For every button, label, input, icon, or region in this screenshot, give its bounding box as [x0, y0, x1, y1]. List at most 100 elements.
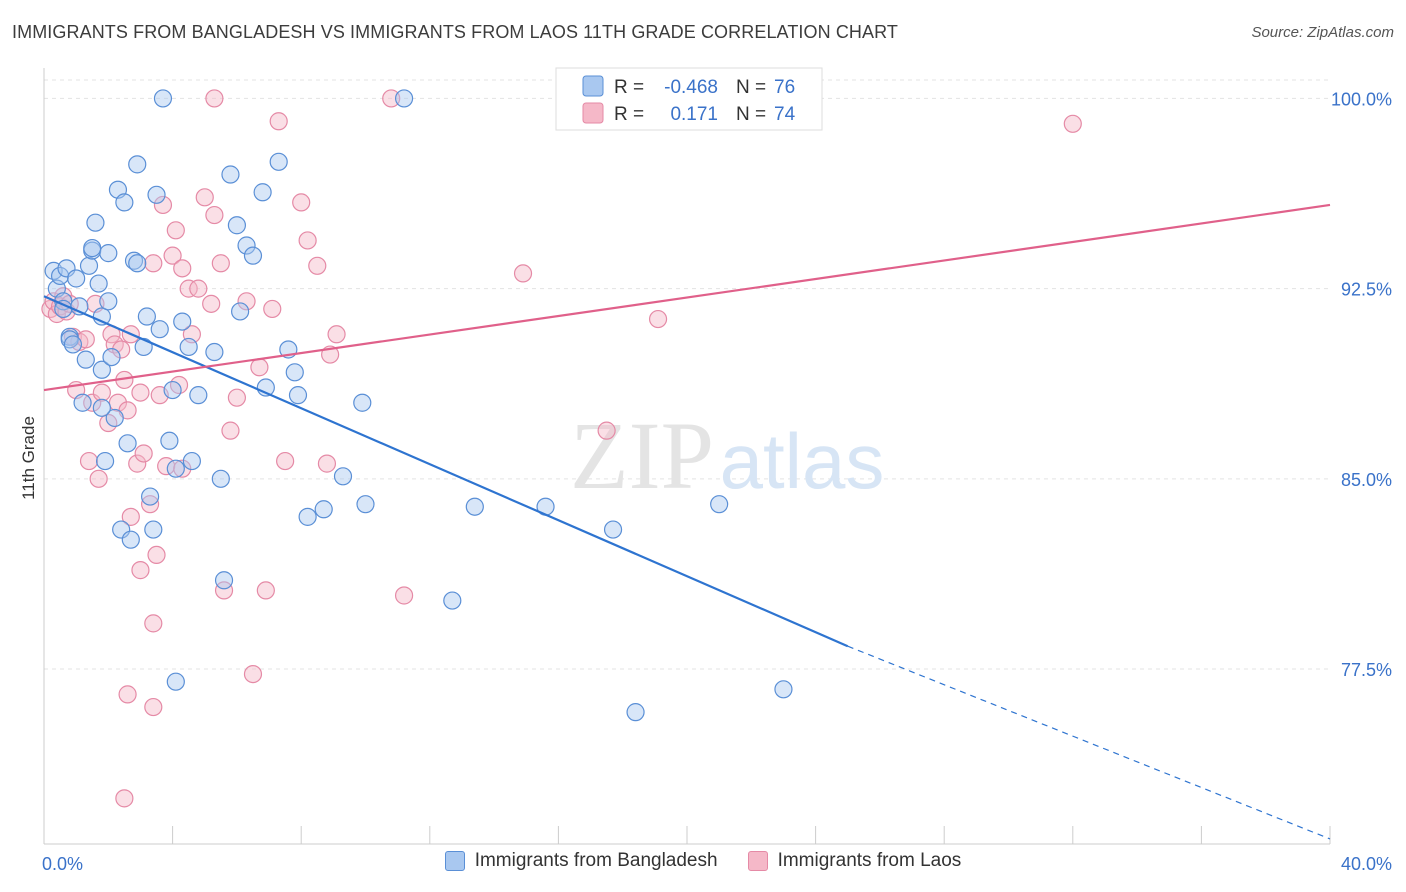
bangladesh-point-45: [182, 451, 201, 471]
bangladesh-point-71: [626, 703, 645, 722]
bangladesh-point-44: [179, 337, 198, 357]
laos-point-29: [147, 545, 166, 565]
laos-point-45: [221, 421, 240, 440]
y-tick-label-2: 92.5%: [1341, 280, 1392, 300]
laos-point-61: [394, 586, 414, 605]
bangladesh-point-54: [243, 246, 263, 265]
laos-point-27: [140, 495, 160, 514]
laos-point-11: [79, 451, 99, 471]
series-legend: Immigrants from Bangladesh Immigrants fr…: [0, 850, 1406, 872]
bangladesh-point-40: [160, 431, 179, 450]
legend-r-label-2: R =: [614, 104, 644, 125]
bangladesh-point-29: [121, 530, 140, 549]
bangladesh-point-32: [128, 254, 147, 273]
legend-n-label-1: N =: [736, 77, 766, 98]
laos-point-71: [121, 507, 140, 526]
bangladesh-point-13: [79, 256, 99, 275]
legend-r-value-2: 0.171: [670, 104, 718, 125]
bangladesh-point-9: [67, 269, 86, 288]
laos-point-49: [250, 358, 269, 377]
laos-point-66: [205, 89, 224, 108]
series-laos-points: [41, 89, 1082, 808]
bangladesh-point-24: [105, 408, 124, 428]
bangladesh-point-62: [314, 500, 333, 519]
laos-point-34: [166, 221, 185, 240]
legend-r-label-1: R =: [614, 77, 644, 98]
bangladesh-point-53: [237, 236, 256, 255]
laos-point-15: [92, 383, 111, 402]
bangladesh-point-19: [92, 360, 111, 379]
bangladesh-point-63: [333, 467, 353, 486]
bangladesh-point-70: [603, 520, 623, 539]
legend-n-value-2: 74: [774, 104, 796, 125]
bangladesh-point-36: [144, 520, 163, 539]
chart-title: IMMIGRANTS FROM BANGLADESH VS IMMIGRANTS…: [12, 22, 898, 42]
laos-point-72: [115, 789, 134, 808]
laos-point-31: [153, 195, 173, 215]
laos-point-73: [144, 614, 163, 633]
bangladesh-point-64: [353, 393, 372, 412]
tick-labels: 77.5% 85.0% 92.5% 100.0% 0.0% 40.0%: [42, 89, 1392, 874]
legend-r-value-1: -0.468: [664, 77, 718, 98]
laos-point-25: [131, 383, 150, 402]
bangladesh-point-12: [76, 350, 95, 369]
bangladesh-point-67: [443, 591, 462, 610]
correlation-legend: R = -0.468 N = 76 R = 0.171 N = 74: [555, 67, 823, 131]
bangladesh-point-23: [102, 347, 121, 367]
laos-point-14: [89, 469, 108, 488]
bangladesh-point-31: [128, 155, 147, 174]
x-tick-label-end: 40.0%: [1341, 854, 1392, 874]
laos-point-47: [237, 292, 256, 311]
watermark: ZIP atlas: [570, 402, 884, 509]
bangladesh-point-55: [253, 183, 272, 202]
bangladesh-point-7: [60, 330, 79, 349]
series-bangladesh-points: [44, 89, 793, 722]
laos-point-60: [382, 89, 401, 108]
laos-point-53: [276, 451, 295, 471]
bangladesh-point-27: [115, 193, 134, 212]
laos-point-43: [211, 254, 230, 273]
x-tick-label-start: 0.0%: [42, 854, 83, 874]
bangladesh-point-50: [221, 165, 240, 184]
laos-point-46: [227, 388, 246, 407]
legend-swatch-bangladesh-bottom: [444, 851, 465, 871]
bangladesh-point-30: [124, 251, 144, 270]
bangladesh-point-42: [166, 459, 185, 478]
source-label: Source: ZipAtlas.com: [1251, 24, 1394, 41]
laos-point-69: [144, 697, 163, 717]
bangladesh-point-48: [211, 469, 230, 488]
bangladesh-point-15: [83, 238, 102, 258]
bangladesh-point-61: [298, 507, 317, 526]
bangladesh-point-33: [134, 337, 153, 357]
legend-item-bangladesh: Immigrants from Bangladesh: [444, 850, 718, 872]
legend-swatch-bangladesh: [582, 75, 604, 97]
bangladesh-point-47: [205, 342, 224, 362]
bangladesh-point-52: [231, 302, 250, 321]
laos-point-57: [317, 454, 337, 473]
y-tick-label-3: 100.0%: [1331, 89, 1392, 109]
bangladesh-point-17: [89, 274, 108, 293]
bangladesh-point-51: [227, 216, 246, 235]
bangladesh-point-20: [95, 451, 115, 471]
laos-point-52: [269, 112, 288, 131]
legend-n-label-2: N =: [736, 104, 766, 125]
bangladesh-point-8: [63, 335, 83, 354]
watermark-zip: ZIP: [570, 402, 714, 509]
legend-swatch-laos-bottom: [747, 851, 768, 871]
bangladesh-point-66: [394, 89, 414, 108]
legend-swatch-laos: [582, 102, 604, 124]
bangladesh-point-74: [92, 398, 111, 417]
laos-point-48: [243, 664, 263, 684]
laos-trend-line: [43, 203, 1331, 392]
axes: [43, 68, 1331, 845]
laos-point-65: [1063, 114, 1082, 133]
laos-point-62: [513, 264, 533, 283]
bangladesh-point-28: [118, 434, 137, 453]
laos-point-70: [173, 459, 192, 478]
bangladesh-point-34: [137, 307, 156, 326]
bangladesh-point-35: [140, 487, 160, 506]
y-tick-label-1: 85.0%: [1341, 470, 1392, 490]
bangladesh-point-43: [173, 312, 192, 331]
legend-label-laos: Immigrants from Laos: [777, 850, 962, 871]
